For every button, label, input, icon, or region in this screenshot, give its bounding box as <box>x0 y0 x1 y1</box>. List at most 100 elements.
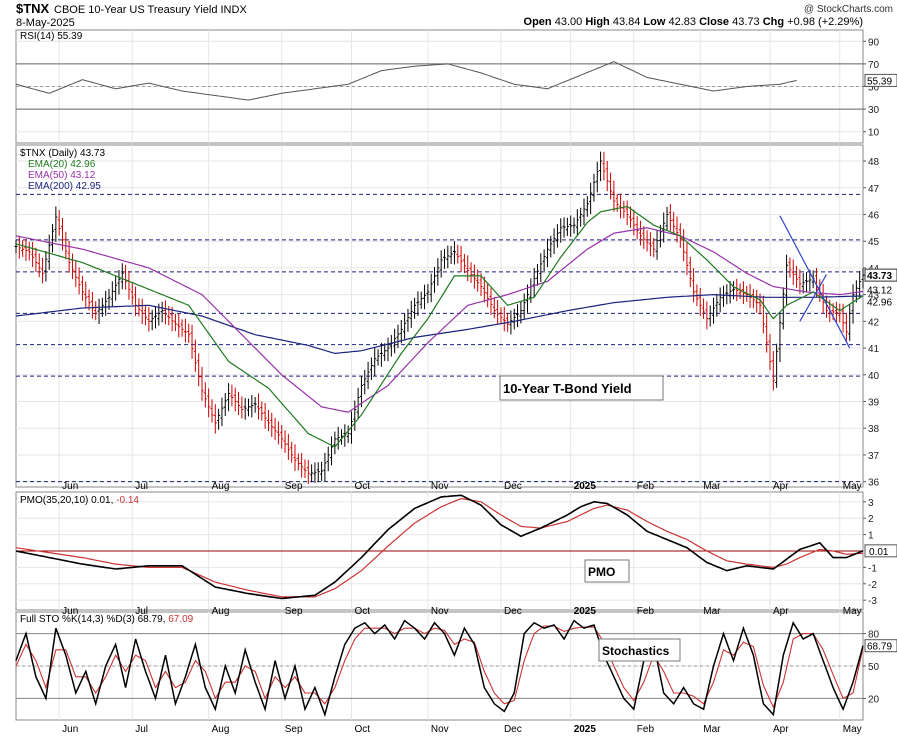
pmo-legend: PMO(35,20,10) 0.01, -0.14 <box>20 495 139 506</box>
close-value: 43.73 <box>732 16 760 28</box>
pmo-x-axis-label: Sep <box>285 606 303 617</box>
rsi-legend: RSI(14) 55.39 <box>20 31 83 42</box>
watermark: @ StockCharts.com <box>804 4 893 15</box>
y-tick-label: 43 <box>868 291 880 302</box>
sto-x-axis-label: May <box>843 724 862 735</box>
sto-x-axis-label: Mar <box>703 724 721 735</box>
pmo-x-axis-label: Oct <box>354 606 370 617</box>
candlesticks <box>14 151 865 485</box>
price-x-axis-label: Mar <box>703 481 721 492</box>
sto-x-axis-label: Feb <box>637 724 655 735</box>
price-x-axis-label: Jul <box>135 481 148 492</box>
open-value: 43.00 <box>555 16 583 28</box>
price-x-axis-label: 2025 <box>574 481 597 492</box>
pmo-x-axis-label: Nov <box>431 606 449 617</box>
y-tick-label: 2 <box>868 514 874 525</box>
sto-x-axis-label: Oct <box>354 724 370 735</box>
pmo-panel: 3 2 1 -1 -2 -3 PMO(35,20,10) 0.01, -0.14 PMO 0.0… <box>15 491 897 611</box>
y-tick-label: -2 <box>868 580 877 591</box>
ema50-line <box>15 227 864 413</box>
pmo-title: PMO <box>588 565 615 579</box>
pmo-signal-line <box>15 497 864 598</box>
y-tick-label: 48 <box>868 157 880 168</box>
pmo-x-axis-label: May <box>843 606 862 617</box>
pmo-line <box>15 494 864 600</box>
price-title-box <box>499 375 664 401</box>
price-x-axis-label: Oct <box>354 481 370 492</box>
price-legend-entry: $TNX (Daily) 43.73 <box>20 148 105 159</box>
pmo-x-axis-label: Mar <box>703 606 721 617</box>
price-legend-entry: EMA(20) 42.96 <box>28 159 96 170</box>
ticker-name: CBOE 10-Year US Treasury Yield INDX <box>54 4 247 16</box>
low-value: 42.83 <box>668 16 696 28</box>
y-tick-label: 50 <box>868 662 880 673</box>
sto-legend: Full STO %K(14,3) %D(3) 68.79, 67.09 <box>20 614 194 625</box>
y-tick-label: 42 <box>868 317 880 328</box>
y-tick-label: 40 <box>868 371 880 382</box>
y-tick-label: 70 <box>868 60 880 71</box>
pmo-legend-signal: -0.14 <box>113 495 139 506</box>
pmo-last-value: 0.01 <box>869 547 889 558</box>
pmo-x-axis-label: Feb <box>637 606 655 617</box>
sto-x-axis-label: Sep <box>285 724 303 735</box>
high-value: 43.84 <box>613 16 641 28</box>
y-tick-label: 80 <box>868 630 880 641</box>
trendline <box>779 215 851 349</box>
sto-panel: 80 50 20 Full STO %K(14,3) %D(3) 68.79, 67.… <box>15 611 897 721</box>
pmo-title-box <box>584 559 630 583</box>
ohlc-summary: Open 43.00 High 43.84 Low 42.83 Close 43… <box>524 16 863 28</box>
sto-legend-main: Full STO %K(14,3) %D(3) 68.79, <box>20 614 165 625</box>
price-x-axis-label: Feb <box>637 481 655 492</box>
y-tick-label: -3 <box>868 596 877 607</box>
y-tick-label: 47 <box>868 184 880 195</box>
sto-last-value: 68.79 <box>867 642 892 653</box>
chg-label: Chg <box>763 16 784 28</box>
sto-x-axis-label: Jul <box>135 724 148 735</box>
sto-x-axis-label: Aug <box>212 724 230 735</box>
y-tick-label: 38 <box>868 424 880 435</box>
close-label: Close <box>699 16 729 28</box>
rsi-last-value-box <box>864 73 897 87</box>
price-last-label: 42.96 <box>867 298 892 309</box>
pmo-legend-main: PMO(35,20,10) 0.01, <box>20 495 113 506</box>
price-title: 10-Year T-Bond Yield <box>503 381 632 396</box>
price-legend-entry: EMA(200) 42.95 <box>28 181 101 192</box>
price-legend-entry: EMA(50) 43.12 <box>28 170 96 181</box>
pmo-last-value-box <box>864 544 897 558</box>
sto-x-axis-label: 2025 <box>574 724 597 735</box>
chart-date: 8-May-2025 <box>16 17 75 29</box>
price-x-axis-label: May <box>843 481 862 492</box>
price-x-axis-label: Jun <box>62 481 78 492</box>
sto-title-box <box>598 638 681 662</box>
y-tick-label: 30 <box>868 105 880 116</box>
chg-value: +0.98 (+2.29%) <box>787 16 863 28</box>
sto-x-axis-label: Apr <box>773 724 789 735</box>
ticker-symbol: $TNX <box>16 1 50 16</box>
y-tick-label: 45 <box>868 237 880 248</box>
pmo-x-axis-label: Aug <box>212 606 230 617</box>
price-last-box <box>864 268 897 282</box>
y-tick-label: 3 <box>868 498 874 509</box>
price-x-axis-label: Aug <box>212 481 230 492</box>
y-tick-label: 41 <box>868 344 880 355</box>
y-tick-label: 90 <box>868 37 880 48</box>
y-tick-label: 50 <box>868 83 880 94</box>
rsi-panel: 90 70 50 30 10 RSI(14) 55.39 55.39 <box>15 29 897 144</box>
price-x-axis-label: Apr <box>773 481 789 492</box>
y-tick-label: 10 <box>868 128 880 139</box>
price-x-axis-label: Dec <box>504 481 522 492</box>
price-last-label: 43.12 <box>867 285 892 296</box>
y-tick-label: -1 <box>868 563 877 574</box>
rsi-last-value: 55.39 <box>867 76 892 87</box>
sto-title: Stochastics <box>602 644 670 658</box>
high-label: High <box>585 16 610 28</box>
y-tick-label: 36 <box>868 478 880 489</box>
pmo-x-axis-label: 2025 <box>574 606 597 617</box>
sto-x-axis-label: Jun <box>62 724 78 735</box>
open-label: Open <box>524 16 552 28</box>
price-panel: 48474645444342414039383736$TNX (Daily) 4… <box>14 144 897 489</box>
sto-k-line <box>15 619 864 718</box>
pmo-x-axis-label: Dec <box>504 606 522 617</box>
